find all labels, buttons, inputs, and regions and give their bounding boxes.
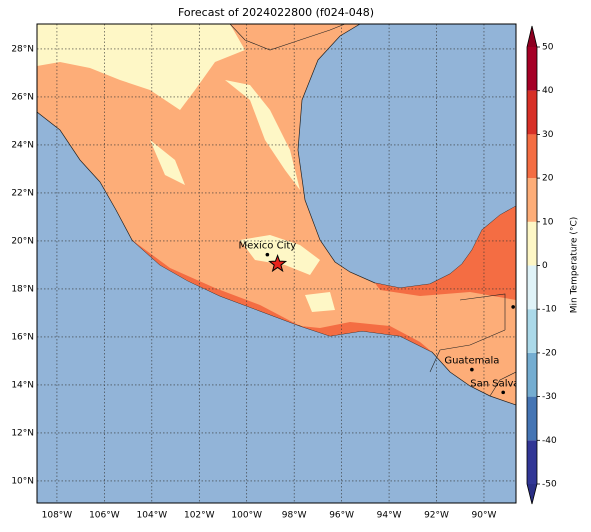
y-tick-label: 18°N <box>11 284 34 294</box>
colorbar-tick-label: 20 <box>542 174 554 184</box>
city-label: Guatemala <box>444 356 499 367</box>
colorbar-label: Min Temperature (°C) <box>570 217 580 314</box>
graticule <box>37 24 516 503</box>
y-tick-label: 16°N <box>11 332 34 342</box>
colorbar-bin <box>527 47 537 91</box>
city-marker <box>511 305 515 309</box>
colorbar-tick-label: -40 <box>542 436 557 446</box>
colorbar-bin <box>527 90 537 135</box>
y-tick-label: 12°N <box>11 428 34 438</box>
x-tick-label: 94°W <box>377 511 402 521</box>
map-area: Mexico City Guatemala San Salvador <box>37 24 537 503</box>
y-tick-label: 14°N <box>11 380 34 390</box>
y-tick-label: 22°N <box>11 188 34 198</box>
x-tick-label: 108°W <box>42 511 73 521</box>
x-tick-label: 106°W <box>89 511 120 521</box>
star-marker <box>268 254 288 273</box>
x-tick-label: 90°W <box>472 511 497 521</box>
x-tick-label: 104°W <box>137 511 168 521</box>
colorbar-bin <box>527 178 537 222</box>
y-tick-label: 28°N <box>11 44 34 54</box>
colorbar-bin <box>527 134 537 179</box>
y-tick-label: 10°N <box>11 476 34 486</box>
colorbar-tick-label: -50 <box>542 480 557 490</box>
colorbar-bin <box>527 265 537 310</box>
city-marker <box>265 252 270 257</box>
colorbar: -50 -40 -30 -20 -10 0 10 20 30 40 50 <box>526 25 557 505</box>
map-frame <box>36 23 517 504</box>
city-marker <box>501 390 505 395</box>
colorbar-bin <box>527 440 537 484</box>
borders <box>229 24 516 397</box>
y-tick-label: 20°N <box>11 236 34 246</box>
colorbar-tick-label: 50 <box>542 43 554 53</box>
colorbar-tick-label: 40 <box>542 86 554 96</box>
city-label: San Salvador <box>470 378 537 389</box>
colorbar-tick-label: -10 <box>542 305 557 315</box>
colorbar-tick-label: -30 <box>542 392 557 402</box>
markers: Mexico City Guatemala San Salvador <box>239 241 537 395</box>
colorbar-tick-label: 0 <box>542 261 548 271</box>
colorbar-tick-label: 10 <box>542 217 554 227</box>
city-marker <box>470 367 474 372</box>
colorbar-tick-label: 30 <box>542 130 554 140</box>
colorbar-extend-high <box>527 26 537 47</box>
y-tick-label: 24°N <box>11 140 34 150</box>
x-tick-label: 102°W <box>184 511 215 521</box>
x-tick-label: 92°W <box>424 511 449 521</box>
y-tick-label: 26°N <box>11 92 34 102</box>
colorbar-tick-label: -20 <box>542 348 557 358</box>
colorbar-bin <box>527 309 537 353</box>
colorbar-bin <box>527 396 537 441</box>
colorbar-bin <box>527 352 537 397</box>
cool-zone <box>37 24 335 312</box>
x-tick-label: 98°W <box>282 511 307 521</box>
colorbar-extend-low <box>527 484 537 504</box>
city-label: Mexico City <box>239 241 297 252</box>
map-title: Forecast of 2024022800 (f024-048) <box>178 6 374 19</box>
colorbar-bin <box>527 221 537 266</box>
x-tick-label: 100°W <box>231 511 262 521</box>
x-tick-label: 96°W <box>329 511 354 521</box>
